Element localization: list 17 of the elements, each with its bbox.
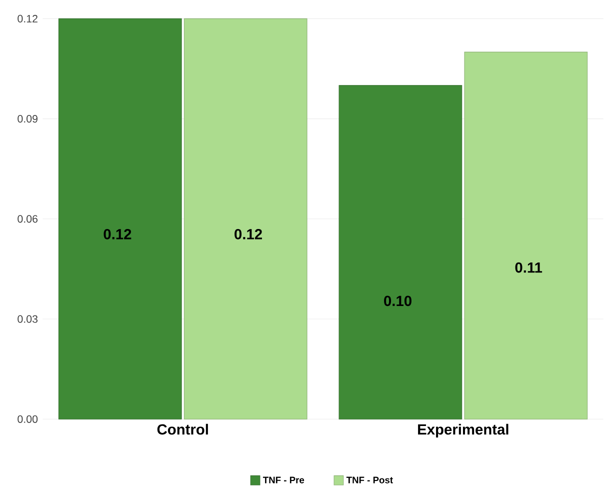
data-label: 0.12 <box>234 229 262 240</box>
legend-label: TNF - Post <box>346 476 393 484</box>
y-tick-label: 0.12 <box>18 14 38 23</box>
y-tick-label: 0.06 <box>18 215 38 223</box>
y-tick-label: 0.00 <box>18 415 38 423</box>
y-tick-label: 0.09 <box>18 115 38 123</box>
y-tick-label: 0.03 <box>18 315 38 323</box>
x-tick-label: Control <box>157 424 208 435</box>
data-label: 0.11 <box>515 262 542 273</box>
bar <box>338 85 462 420</box>
bar <box>58 18 182 420</box>
legend-label: TNF - Pre <box>262 476 304 484</box>
bar <box>184 18 308 420</box>
data-label: 0.12 <box>104 229 132 240</box>
bar <box>464 52 588 420</box>
x-tick-label: Experimental <box>418 424 508 438</box>
data-label: 0.10 <box>384 296 412 306</box>
